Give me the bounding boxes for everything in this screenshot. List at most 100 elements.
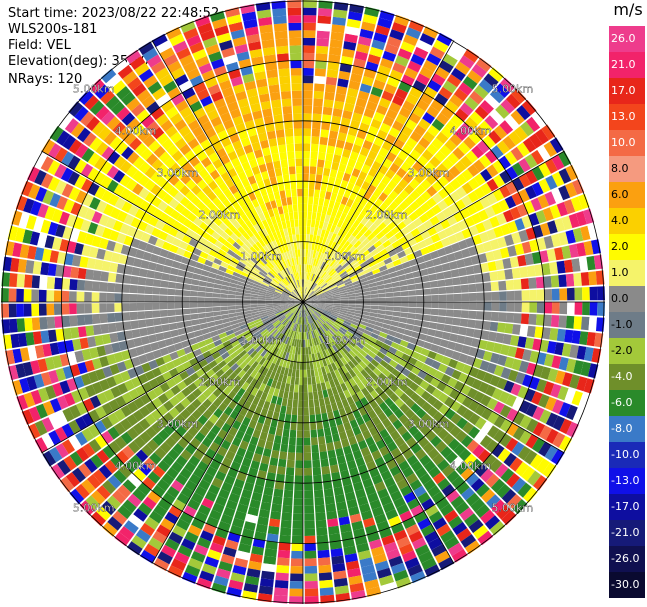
velocity-gate — [252, 316, 261, 321]
velocity-gate — [389, 69, 403, 81]
velocity-gate — [290, 558, 303, 567]
velocity-gate — [358, 339, 367, 346]
velocity-gate — [133, 508, 148, 522]
velocity-gate — [347, 460, 357, 470]
velocity-gate — [359, 423, 369, 433]
velocity-gate — [354, 535, 368, 546]
velocity-gate — [313, 286, 320, 292]
velocity-gate — [227, 359, 236, 368]
velocity-gate — [224, 325, 233, 332]
velocity-gate — [287, 313, 294, 320]
velocity-gate — [303, 347, 306, 355]
velocity-gate — [242, 305, 251, 309]
velocity-gate — [288, 303, 296, 306]
velocity-gate — [239, 324, 248, 330]
velocity-gate — [364, 6, 380, 18]
velocity-gate — [269, 91, 281, 101]
velocity-gate — [298, 309, 301, 317]
velocity-gate — [436, 32, 453, 47]
velocity-gate — [558, 151, 572, 167]
velocity-gate — [541, 263, 551, 276]
velocity-gate — [587, 363, 599, 379]
velocity-gate — [480, 468, 494, 483]
velocity-gate — [544, 289, 553, 301]
velocity-gate — [194, 431, 206, 443]
velocity-gate — [307, 316, 310, 324]
velocity-gate — [315, 53, 328, 62]
velocity-gate — [159, 309, 168, 317]
velocity-gate — [293, 498, 303, 506]
velocity-gate — [44, 356, 55, 371]
velocity-gate — [583, 240, 594, 256]
velocity-gate — [458, 326, 468, 336]
velocity-gate — [451, 223, 462, 234]
velocity-gate — [360, 446, 371, 457]
velocity-gate — [205, 466, 218, 477]
velocity-gate — [472, 358, 483, 369]
velocity-gate — [325, 357, 331, 366]
velocity-gate — [388, 127, 401, 138]
velocity-gate — [453, 293, 462, 302]
velocity-gate — [318, 557, 331, 566]
velocity-gate — [34, 344, 45, 359]
velocity-gate — [535, 210, 547, 224]
velocity-gate — [230, 363, 239, 372]
velocity-gate — [314, 251, 319, 259]
nrays-label: NRays: 120 — [8, 72, 83, 87]
velocity-gate — [301, 309, 303, 318]
velocity-gate — [136, 294, 145, 302]
velocity-gate — [107, 322, 117, 333]
velocity-gate — [403, 329, 413, 337]
velocity-gate — [362, 429, 372, 440]
velocity-gate — [294, 135, 302, 144]
velocity-gate — [138, 463, 152, 476]
velocity-gate — [259, 357, 266, 366]
velocity-gate — [448, 261, 458, 270]
velocity-gate — [295, 302, 303, 305]
velocity-gate — [322, 313, 330, 319]
velocity-gate — [539, 409, 552, 424]
velocity-gate — [348, 245, 357, 254]
velocity-gate — [213, 311, 221, 317]
velocity-gate — [308, 257, 313, 265]
velocity-gate — [280, 83, 291, 92]
velocity-gate — [321, 284, 329, 290]
velocity-gate — [278, 389, 285, 398]
velocity-gate — [254, 531, 267, 541]
velocity-gate — [295, 226, 299, 235]
velocity-gate — [487, 261, 497, 272]
velocity-gate — [415, 313, 424, 321]
velocity-gate — [140, 522, 155, 537]
velocity-gate — [485, 439, 499, 453]
velocity-gate — [336, 501, 347, 511]
velocity-gate — [277, 314, 285, 320]
velocity-gate — [24, 317, 33, 332]
velocity-gate — [94, 259, 104, 271]
velocity-gate — [308, 272, 313, 281]
velocity-gate — [276, 565, 290, 574]
velocity-gate — [417, 354, 428, 363]
velocity-gate — [250, 340, 259, 348]
velocity-gate — [345, 371, 353, 381]
velocity-gate — [465, 492, 480, 507]
velocity-gate — [7, 225, 19, 241]
velocity-gate — [562, 372, 573, 387]
velocity-gate — [144, 370, 155, 381]
velocity-gate — [437, 230, 448, 240]
velocity-gate — [183, 505, 197, 518]
velocity-gate — [19, 347, 30, 362]
velocity-gate — [293, 307, 299, 315]
velocity-gate — [419, 380, 430, 390]
velocity-gate — [334, 146, 344, 156]
velocity-gate — [370, 294, 379, 298]
velocity-gate — [307, 249, 311, 258]
velocity-gate — [367, 319, 376, 325]
velocity-gate — [493, 429, 506, 443]
velocity-gate — [307, 272, 311, 281]
velocity-gate — [326, 372, 333, 381]
velocity-gate — [347, 412, 356, 422]
velocity-gate — [272, 496, 283, 505]
velocity-gate — [276, 341, 283, 350]
velocity-gate — [285, 311, 292, 318]
velocity-gate — [199, 275, 208, 282]
